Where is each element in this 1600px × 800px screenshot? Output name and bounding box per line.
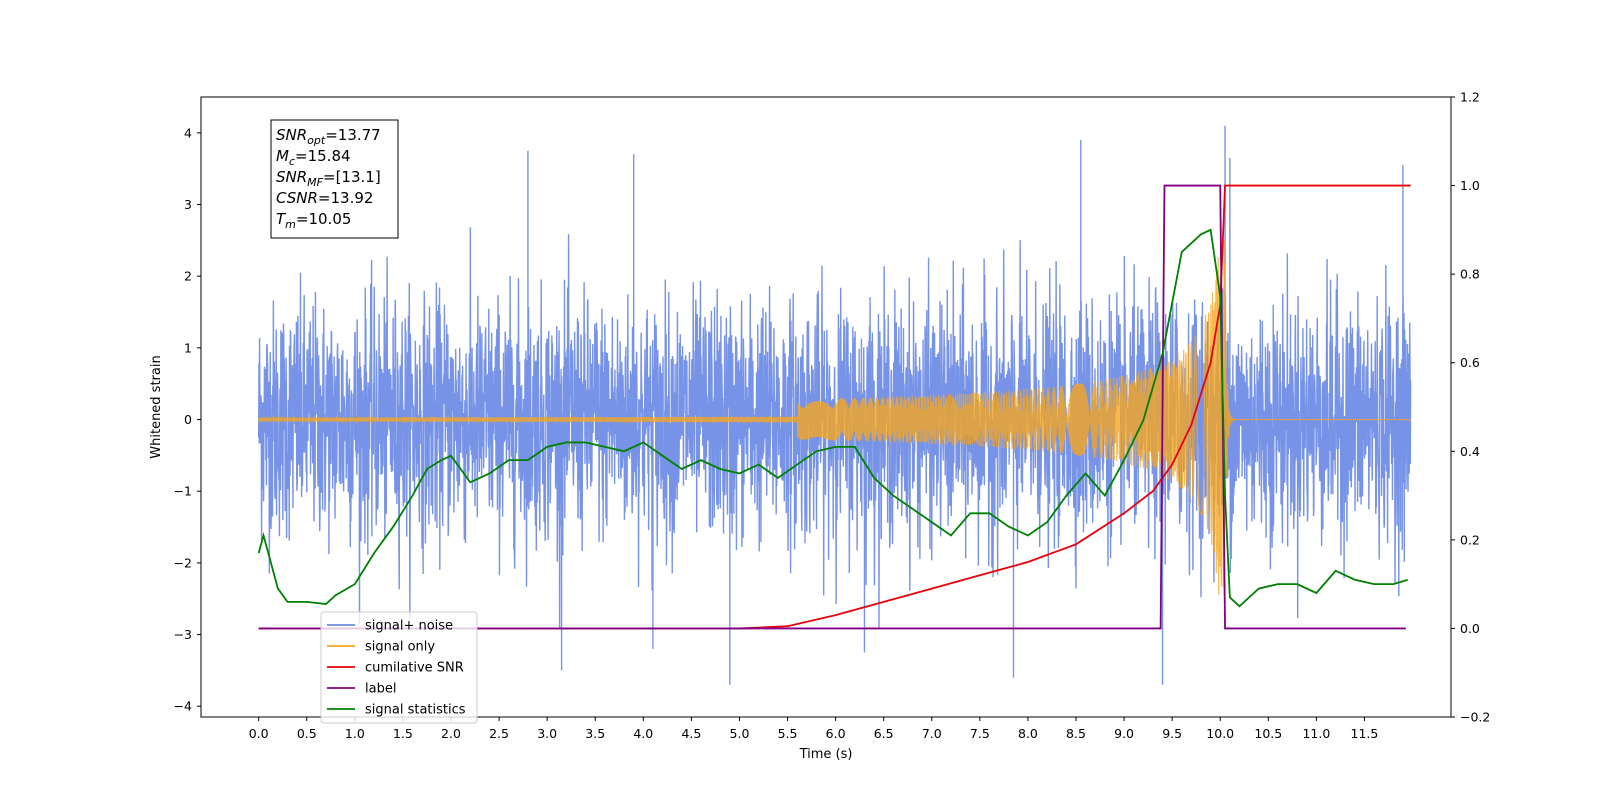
y-axis-left: −4 −3 −2 −1 0 1 2 3 4	[174, 125, 201, 714]
x-tick-label: 7.0	[922, 726, 942, 741]
x-tick-label: 3.5	[585, 726, 605, 741]
series-label	[258, 184, 1406, 630]
x-tick-label: 6.5	[874, 726, 894, 741]
legend-frame	[320, 611, 478, 724]
y2-tick-label: −0.2	[1460, 710, 1490, 725]
legend-label: signal only	[365, 640, 435, 655]
x-tick-label: 5.5	[778, 726, 798, 741]
legend-label: signal+ noise	[365, 619, 453, 634]
x-tick-label: 10.0	[1206, 726, 1234, 741]
x-tick-label: 6.0	[826, 726, 846, 741]
annotation-line: SNRopt=13.77	[276, 126, 381, 147]
y-tick-label: 1	[184, 340, 192, 355]
y-tick-label: −2	[174, 555, 192, 570]
series-signal-only	[258, 240, 1411, 596]
x-tick-label: 0.0	[249, 726, 269, 741]
y2-tick-label: 0.0	[1460, 621, 1480, 636]
annotation-line: SNRMF=[13.1]	[276, 168, 381, 189]
y2-tick-label: 1.2	[1460, 90, 1480, 105]
x-tick-label: 7.5	[970, 726, 990, 741]
x-tick-label: 5.0	[730, 726, 750, 741]
x-tick-label: 0.5	[297, 726, 317, 741]
x-tick-label: 8.5	[1066, 726, 1086, 741]
legend-label: signal statistics	[365, 703, 466, 718]
plot-frame	[200, 96, 1452, 718]
legend: signal+ noise signal only cumilative SNR la…	[320, 611, 478, 724]
y-tick-label: 2	[184, 269, 192, 284]
annotation-line: Mc=15.84	[276, 147, 351, 168]
y-tick-label: −1	[174, 484, 192, 499]
y2-tick-label: 0.6	[1460, 355, 1480, 370]
x-tick-label: 3.0	[537, 726, 557, 741]
x-tick-label: 11.5	[1351, 726, 1379, 741]
legend-label: cumilative SNR	[365, 661, 464, 676]
y-tick-label: −4	[174, 699, 192, 714]
x-tick-label: 11.0	[1302, 726, 1330, 741]
legend-label: label	[365, 682, 396, 697]
x-axis-label: Time (s)	[799, 747, 853, 762]
y-tick-label: 0	[184, 412, 192, 427]
x-axis: 0.0 0.5 1.0 1.5 2.0 2.5 3.0 3.5 4.0 4.5 5.0 5.5 6.0 6…	[249, 717, 1379, 741]
x-tick-label: 8.0	[1018, 726, 1038, 741]
y-tick-label: 3	[184, 197, 192, 212]
annotation-box: SNRopt=13.77Mc=15.84SNRMF=[13.1]CSNR=13.…	[270, 119, 399, 239]
x-tick-label: 1.0	[345, 726, 365, 741]
x-tick-label: 1.5	[393, 726, 413, 741]
x-tick-label: 10.5	[1254, 726, 1282, 741]
y-tick-label: −3	[174, 627, 192, 642]
y-tick-label: 4	[184, 125, 192, 140]
x-tick-label: 2.0	[441, 726, 461, 741]
x-tick-label: 9.5	[1162, 726, 1182, 741]
x-tick-label: 2.5	[489, 726, 509, 741]
plot-series	[257, 125, 1412, 685]
y-axis-right: −0.2 0.0 0.2 0.4 0.6 0.8 1.0 1.2	[1451, 90, 1490, 725]
series-signal-noise	[257, 125, 1412, 685]
y2-tick-label: 1.0	[1460, 178, 1480, 193]
x-tick-label: 9.0	[1114, 726, 1134, 741]
annotation-line: CSNR=13.92	[276, 189, 373, 207]
series-signal-statistics	[257, 228, 1408, 608]
series-cumulative-snr	[258, 184, 1411, 630]
y2-tick-label: 0.8	[1460, 267, 1480, 282]
annotation-frame	[270, 119, 399, 239]
annotation-line: Tm=10.05	[276, 210, 351, 231]
y2-tick-label: 0.2	[1460, 532, 1480, 547]
x-tick-label: 4.5	[681, 726, 701, 741]
y-axis-label: Whitened strain	[149, 355, 164, 458]
x-tick-label: 4.0	[633, 726, 653, 741]
y2-tick-label: 0.4	[1460, 444, 1480, 459]
